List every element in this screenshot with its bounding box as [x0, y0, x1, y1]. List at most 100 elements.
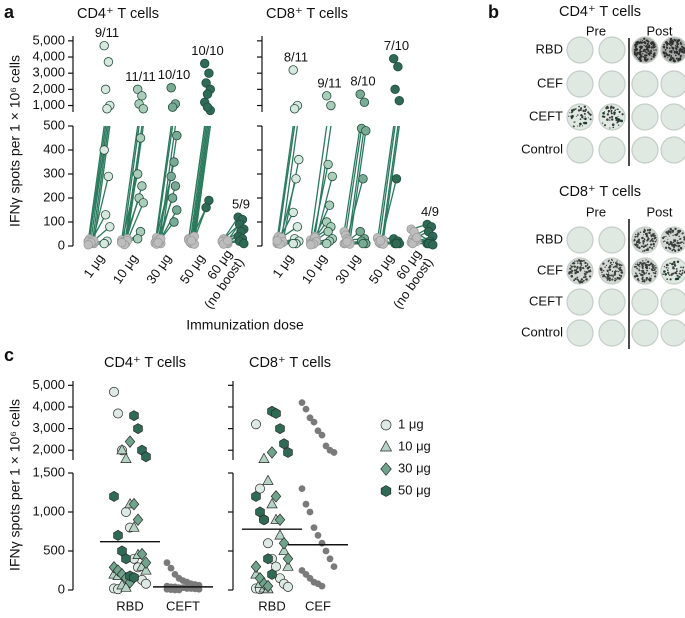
spot	[583, 105, 586, 109]
spot	[643, 262, 646, 265]
spot	[650, 262, 653, 265]
spot	[568, 271, 571, 274]
spot	[679, 54, 682, 58]
spot	[611, 115, 613, 118]
spot	[583, 112, 586, 115]
post-dot	[391, 238, 402, 249]
well	[631, 136, 659, 164]
dot	[113, 529, 123, 541]
spot	[637, 239, 640, 243]
well	[631, 103, 659, 131]
well	[598, 136, 626, 164]
spot	[580, 114, 583, 117]
spot	[651, 248, 653, 250]
post-dot	[322, 238, 332, 249]
spot	[639, 45, 642, 48]
pre-dot	[412, 232, 422, 243]
spot	[601, 271, 603, 273]
spot	[575, 115, 577, 117]
spot	[610, 118, 614, 121]
spot	[671, 229, 675, 232]
spot	[653, 236, 657, 239]
spot	[642, 53, 644, 55]
dot	[251, 419, 261, 430]
dot	[330, 563, 338, 570]
spot	[670, 228, 673, 231]
spot	[644, 49, 647, 51]
spot	[613, 111, 616, 114]
spot	[665, 50, 667, 52]
spot	[635, 263, 637, 265]
spot	[663, 55, 667, 58]
post-dot	[327, 171, 338, 182]
spot	[666, 264, 669, 267]
spot	[608, 266, 611, 269]
row-label: CEF	[537, 262, 563, 277]
dot	[326, 555, 334, 563]
spot	[667, 246, 670, 249]
spot	[635, 272, 637, 275]
post-dot	[359, 97, 370, 107]
spot	[640, 245, 643, 248]
spot	[584, 108, 587, 111]
well	[598, 226, 626, 254]
spot	[570, 265, 573, 268]
post-dot	[355, 226, 365, 237]
spot	[569, 112, 571, 114]
spot	[641, 266, 644, 269]
post-dot	[132, 169, 143, 179]
fraction-label: 8/11	[284, 49, 308, 64]
spot	[654, 272, 657, 275]
spot	[649, 240, 652, 243]
spot	[637, 262, 639, 263]
spot	[674, 245, 676, 247]
spot	[678, 235, 680, 238]
panel-label: a	[4, 2, 15, 22]
post-dot	[323, 226, 333, 237]
spot	[616, 278, 618, 280]
spot	[676, 260, 680, 263]
spot	[681, 45, 683, 48]
dot	[283, 446, 293, 458]
y-tick-label: 0	[58, 581, 65, 596]
spot	[571, 109, 574, 112]
spot	[651, 234, 655, 237]
spot	[634, 235, 637, 238]
spot	[639, 52, 642, 55]
post-dot	[172, 130, 182, 141]
panel-title: CD4⁺ T cells	[77, 6, 159, 22]
spot	[609, 127, 611, 129]
fraction-label: 9/11	[317, 75, 341, 90]
pre-dot	[223, 236, 233, 246]
legend-marker	[380, 462, 392, 476]
spot	[610, 105, 613, 108]
spot	[674, 39, 677, 42]
x-tick-label: 10 μg	[110, 251, 141, 286]
column-label: Post	[646, 204, 672, 219]
spot	[646, 248, 650, 252]
spot	[643, 240, 645, 243]
post-dot	[391, 174, 402, 184]
x-tick-label: CEF	[305, 598, 331, 613]
spot	[643, 41, 645, 44]
spot	[668, 273, 670, 276]
dot	[258, 452, 270, 463]
spot	[664, 52, 667, 55]
spot	[670, 56, 673, 58]
panel-label: b	[488, 2, 499, 22]
pair-line	[276, 125, 294, 239]
spot	[582, 279, 585, 282]
spot	[666, 278, 669, 280]
spot	[642, 49, 645, 53]
spot	[638, 246, 641, 250]
spot	[577, 114, 579, 116]
spot	[678, 272, 681, 275]
dot	[133, 423, 143, 435]
spot	[618, 110, 621, 114]
dot	[270, 490, 282, 503]
spot	[652, 53, 656, 56]
well	[566, 70, 594, 98]
spot	[634, 243, 638, 247]
spot	[618, 124, 620, 126]
dot	[163, 559, 171, 567]
